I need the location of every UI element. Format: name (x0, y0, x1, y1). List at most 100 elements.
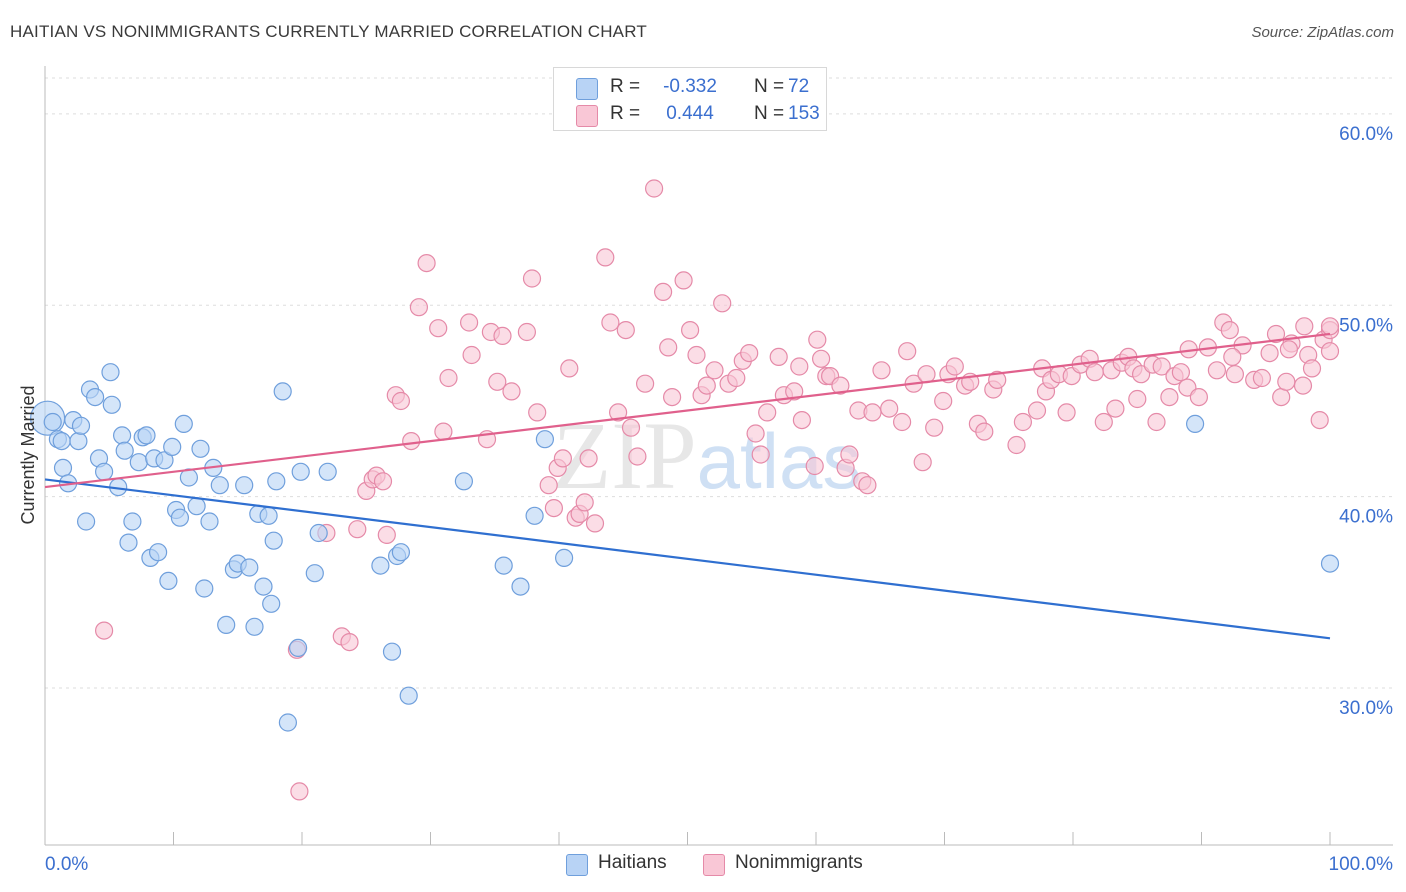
legend-r-label: R = (610, 103, 641, 124)
point-nonimmigrants (1147, 412, 1166, 432)
point-haitians (69, 432, 88, 451)
point-haitians (535, 430, 555, 449)
chart-title: HAITIAN VS NONIMMIGRANTS CURRENTLY MARRI… (10, 22, 647, 41)
point-nonimmigrants (1128, 389, 1147, 409)
point-nonimmigrants (439, 368, 458, 388)
point-nonimmigrants (608, 403, 628, 422)
point-nonimmigrants (290, 782, 309, 801)
point-haitians (254, 577, 273, 596)
point-nonimmigrants (560, 359, 579, 378)
legend-swatch-haitians (576, 78, 598, 100)
point-haitians (53, 458, 73, 477)
point-nonimmigrants (769, 347, 788, 366)
x-ticks (44, 832, 1331, 845)
point-nonimmigrants (913, 453, 932, 472)
point-haitians (371, 556, 390, 575)
point-haitians (399, 686, 418, 705)
point-nonimmigrants (1223, 347, 1242, 366)
point-nonimmigrants (1252, 368, 1272, 388)
point-haitians (102, 395, 121, 414)
point-haitians (187, 497, 206, 516)
axes (44, 66, 1393, 846)
point-nonimmigrants (528, 403, 547, 422)
point-haitians (94, 462, 114, 481)
point-nonimmigrants (575, 493, 594, 512)
point-nonimmigrants (945, 357, 964, 376)
point-haitians (101, 363, 120, 382)
point-haitians (170, 508, 189, 527)
point-nonimmigrants (792, 411, 812, 430)
point-nonimmigrants (1152, 357, 1171, 376)
point-nonimmigrants (1320, 342, 1340, 361)
point-haitians (235, 476, 254, 495)
trend-line-haitians (44, 478, 1331, 640)
legend-n-value: 72 (788, 76, 810, 97)
point-nonimmigrants (713, 294, 732, 313)
watermark-zip: ZIP (553, 402, 697, 509)
point-nonimmigrants (662, 388, 682, 407)
point-nonimmigrants (429, 319, 448, 338)
point-nonimmigrants (377, 525, 396, 545)
point-nonimmigrants (674, 271, 693, 290)
point-nonimmigrants (644, 179, 664, 198)
point-nonimmigrants (628, 447, 647, 466)
point-nonimmigrants (727, 368, 746, 388)
point-haitians (240, 558, 259, 577)
point-nonimmigrants (1007, 435, 1026, 455)
legend-n-label: N = (754, 103, 785, 124)
point-haitians (309, 523, 328, 543)
legend-r-value: 0.444 (666, 103, 714, 124)
point-haitians (454, 472, 473, 491)
point-haitians (289, 638, 308, 658)
point-haitians (494, 556, 513, 575)
x-tick-label-max: 100.0% (1329, 854, 1394, 875)
point-haitians (76, 512, 96, 531)
point-nonimmigrants (898, 342, 917, 361)
point-nonimmigrants (348, 520, 367, 539)
point-nonimmigrants (705, 361, 724, 380)
point-nonimmigrants (1085, 363, 1104, 382)
point-haitians (267, 472, 286, 491)
point-haitians (210, 476, 229, 495)
point-haitians (1320, 554, 1340, 573)
watermark-atlas: atlas (697, 417, 862, 505)
point-nonimmigrants (687, 345, 706, 365)
point-haitians (137, 426, 156, 445)
legend-swatch-haitians (566, 854, 588, 876)
point-nonimmigrants (544, 499, 564, 518)
point-nonimmigrants (880, 399, 899, 418)
y-tick-label-40: 40.0% (1339, 507, 1393, 528)
point-nonimmigrants (539, 476, 558, 495)
point-nonimmigrants (417, 254, 436, 273)
point-nonimmigrants (1310, 411, 1329, 430)
point-haitians (71, 416, 91, 435)
point-nonimmigrants (1013, 412, 1033, 432)
point-nonimmigrants (917, 365, 936, 384)
point-nonimmigrants (616, 321, 635, 340)
point-nonimmigrants (1207, 361, 1227, 380)
data-points (29, 179, 1340, 801)
x-tick-label-min: 0.0% (45, 854, 88, 875)
point-haitians (163, 437, 182, 456)
point-nonimmigrants (863, 403, 882, 422)
y-tick-label-30: 30.0% (1339, 698, 1393, 719)
point-haitians (195, 579, 214, 598)
point-haitians (318, 462, 337, 481)
point-haitians (273, 382, 292, 401)
legend-n-label: N = (754, 76, 785, 97)
point-nonimmigrants (1272, 388, 1291, 407)
point-nonimmigrants (402, 432, 421, 451)
point-haitians (149, 543, 168, 562)
point-haitians (391, 543, 410, 562)
y-tick-labels: 30.0% 40.0% 50.0% 60.0% (1339, 124, 1393, 719)
point-haitians (217, 615, 236, 635)
point-nonimmigrants (1220, 321, 1239, 340)
point-nonimmigrants (680, 321, 700, 340)
point-nonimmigrants (1302, 359, 1322, 378)
point-nonimmigrants (988, 370, 1007, 389)
point-nonimmigrants (373, 472, 393, 491)
point-nonimmigrants (1106, 399, 1125, 418)
point-nonimmigrants (1260, 344, 1279, 363)
point-nonimmigrants (831, 376, 850, 395)
point-nonimmigrants (840, 445, 859, 464)
